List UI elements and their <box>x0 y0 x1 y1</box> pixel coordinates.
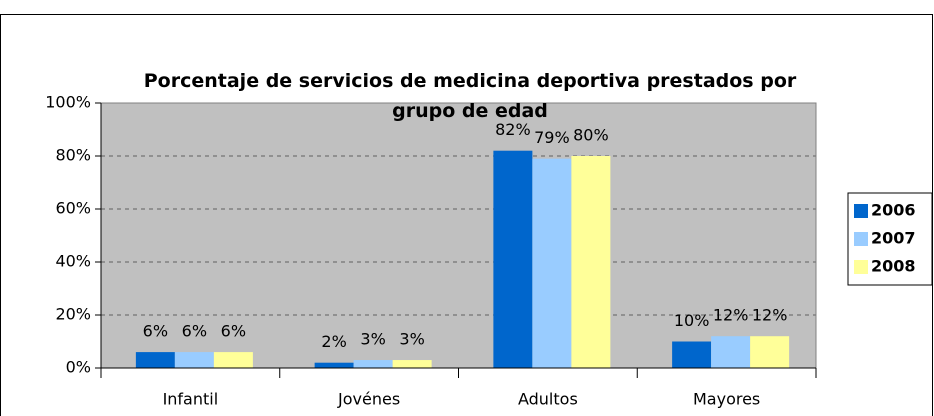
legend-swatch <box>854 204 868 218</box>
bar <box>353 360 393 368</box>
bar <box>672 341 712 368</box>
value-label: 10% <box>674 311 710 330</box>
bar <box>135 352 175 368</box>
y-tick-label: 40% <box>55 252 91 271</box>
y-tick-label: 20% <box>55 305 91 324</box>
y-tick-label: 80% <box>55 146 91 165</box>
bar <box>392 360 432 368</box>
value-label: 3% <box>399 330 424 349</box>
y-tick-label: 60% <box>55 199 91 218</box>
bar <box>174 352 214 368</box>
value-label: 80% <box>573 126 609 145</box>
bar <box>493 150 533 368</box>
x-tick-label: Jovénes <box>337 390 400 409</box>
bar <box>213 352 253 368</box>
legend-label: 2008 <box>871 257 916 276</box>
legend-label: 2007 <box>871 229 916 248</box>
bar <box>571 156 611 368</box>
chart-title: Porcentaje de servicios de medicina depo… <box>143 70 797 122</box>
bar <box>314 362 354 368</box>
value-label: 12% <box>713 306 749 325</box>
bar <box>532 158 572 368</box>
legend-swatch <box>854 260 868 274</box>
plot-area <box>100 102 817 369</box>
y-tick-label: 100% <box>45 93 91 112</box>
value-label: 2% <box>321 332 346 351</box>
value-label: 12% <box>752 306 788 325</box>
value-label: 79% <box>534 128 570 147</box>
value-label: 6% <box>182 322 207 341</box>
x-tick-label: Mayores <box>693 390 760 409</box>
value-label: 6% <box>221 322 246 341</box>
y-tick-label: 0% <box>66 358 91 377</box>
bar <box>750 336 790 368</box>
value-label: 6% <box>143 322 168 341</box>
legend-swatch <box>854 232 868 246</box>
bar <box>711 336 751 368</box>
legend-label: 2006 <box>871 201 916 220</box>
x-tick-label: Adultos <box>518 390 578 409</box>
value-label: 3% <box>360 330 385 349</box>
value-label: 82% <box>495 120 531 139</box>
x-tick-label: Infantil <box>163 390 219 409</box>
